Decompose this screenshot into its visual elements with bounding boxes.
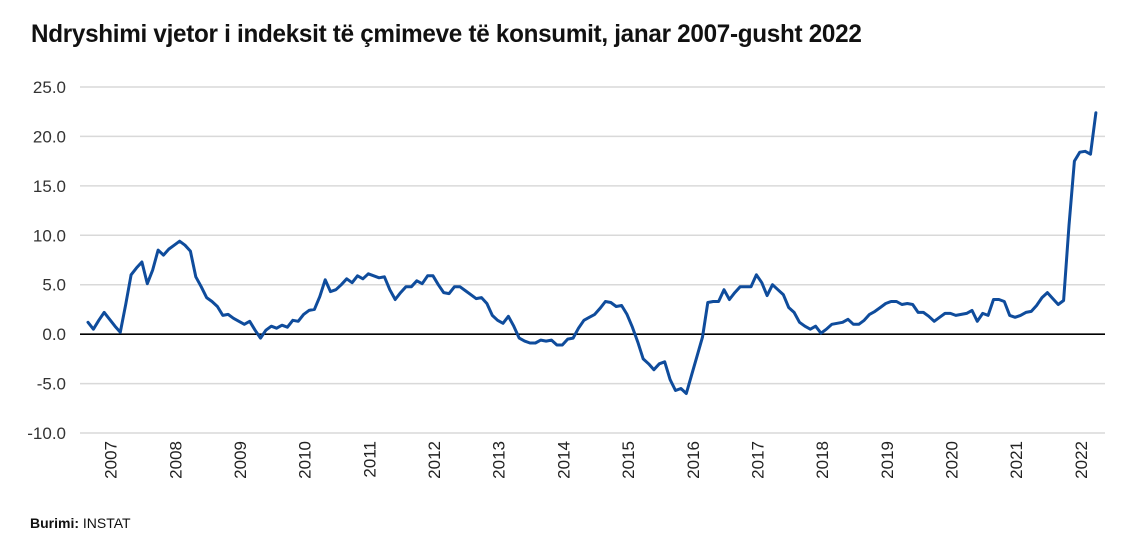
x-tick-label: 2008 bbox=[166, 441, 185, 479]
y-tick-label: -5.0 bbox=[37, 375, 66, 394]
x-tick-label: 2012 bbox=[425, 441, 444, 479]
y-tick-label: 25.0 bbox=[33, 78, 66, 97]
source-value: INSTAT bbox=[82, 515, 131, 531]
x-tick-label: 2007 bbox=[102, 441, 121, 479]
x-axis-tick-labels: 2007 2008 2009 2010 2011 2012 2013 2014 2015 2016… bbox=[102, 441, 1091, 479]
series-group bbox=[86, 111, 1098, 395]
source-note: Burimi: INSTAT bbox=[30, 515, 131, 531]
x-tick-label: 2021 bbox=[1007, 441, 1026, 479]
x-tick-label: 2016 bbox=[684, 441, 703, 479]
x-tick-label: 2015 bbox=[619, 441, 638, 479]
x-tick-label: 2017 bbox=[748, 441, 767, 479]
line-chart: 25.0 20.0 15.0 10.0 5.0 0.0 -5.0 -10.0 2007 2008… bbox=[27, 78, 1105, 479]
y-axis-tick-labels: 25.0 20.0 15.0 10.0 5.0 0.0 -5.0 -10.0 bbox=[27, 78, 66, 443]
x-tick-label: 2011 bbox=[360, 441, 379, 478]
x-tick-label: 2014 bbox=[554, 441, 573, 479]
chart-title: Ndryshimi vjetor i indeksit të çmimeve t… bbox=[31, 20, 862, 48]
y-tick-label: 0.0 bbox=[42, 325, 66, 344]
x-tick-label: 2010 bbox=[296, 441, 315, 479]
y-tick-label: 15.0 bbox=[33, 177, 66, 196]
x-tick-label: 2018 bbox=[813, 441, 832, 479]
y-tick-label: -10.0 bbox=[27, 424, 66, 443]
y-tick-label: 20.0 bbox=[33, 127, 66, 146]
series-line bbox=[86, 111, 1098, 395]
y-tick-label: 10.0 bbox=[33, 226, 66, 245]
x-tick-label: 2019 bbox=[878, 441, 897, 479]
x-tick-label: 2022 bbox=[1072, 441, 1091, 479]
x-tick-label: 2013 bbox=[490, 441, 509, 479]
gridlines bbox=[80, 86, 1105, 434]
source-label: Burimi: bbox=[30, 515, 79, 531]
y-tick-label: 5.0 bbox=[42, 276, 66, 295]
x-tick-label: 2020 bbox=[942, 441, 961, 479]
x-tick-label: 2009 bbox=[231, 441, 250, 479]
